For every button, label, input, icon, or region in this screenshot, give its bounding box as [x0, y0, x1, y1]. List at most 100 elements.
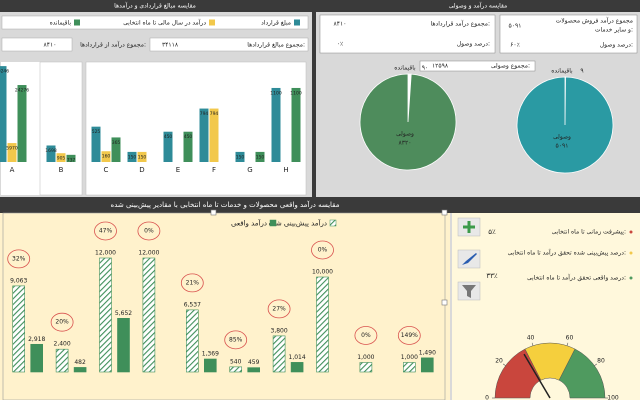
bar [272, 335, 286, 373]
value-label: 12,000 [95, 250, 116, 257]
value-label: 24276 [15, 88, 29, 94]
value-label: 1100 [290, 90, 302, 96]
handle [441, 209, 448, 216]
value-label: 1,000 [401, 354, 418, 361]
value-label: 150 [128, 154, 137, 160]
bar [255, 151, 265, 162]
bar [229, 366, 242, 373]
value-label: 450 [164, 134, 173, 140]
achievement-circle [311, 240, 334, 260]
pie-slice [359, 73, 457, 171]
achievement-label: 0% [318, 247, 328, 254]
value-label: 1,014 [289, 354, 306, 361]
info-label: و سایر خدمات: [595, 27, 633, 34]
x-tick-label: D [139, 166, 144, 174]
filter-icon [462, 285, 476, 298]
bar [46, 145, 56, 162]
achievement-label: 21% [186, 279, 200, 286]
pie-slice [516, 76, 614, 174]
info-label: مجموع درآمد فروش محصولات [556, 16, 633, 25]
total-label: مجموع درآمد از قراردادها: [80, 40, 146, 49]
gauge-band [558, 348, 606, 399]
info-label: مجموع درآمد قراردادها: [431, 19, 490, 28]
bar [291, 87, 301, 162]
bullet [629, 230, 633, 234]
value-label: 3,800 [271, 327, 288, 334]
side-value: ۵٪ [488, 228, 496, 236]
bar [12, 285, 25, 373]
chart-box [85, 61, 307, 196]
x-tick-label: A [10, 166, 15, 174]
legend-label: درآمد واقعی [231, 219, 267, 228]
info-label: درصد وصول: [600, 42, 633, 49]
bar [209, 108, 219, 162]
value-label: 482 [74, 359, 86, 366]
info-box [499, 14, 638, 54]
value-label: 2,400 [54, 341, 71, 348]
value-label: 905 [57, 156, 66, 162]
brush-icon [462, 253, 477, 265]
bar [271, 87, 281, 162]
bar [163, 131, 173, 162]
gauge-tick-label: 20 [495, 357, 503, 364]
plus-icon [463, 221, 475, 233]
value-label: 794 [200, 111, 209, 117]
value-label: 10,000 [312, 269, 333, 276]
info-value: ۶۰٪ [510, 42, 520, 49]
achievement-circle [180, 273, 204, 293]
value-label: 1,000 [357, 354, 374, 361]
handle [210, 209, 217, 216]
side-label: درصد واقعی تحقق درآمد تا ماه انتخابی: [527, 273, 626, 282]
top-title-bar [0, 0, 640, 12]
gauge-tick [566, 342, 569, 346]
x-tick-label: H [283, 166, 288, 174]
achievement-label: 47% [99, 228, 113, 235]
pie-value: ۹ [580, 68, 583, 75]
x-tick-label: F [212, 166, 216, 174]
value-label: 737 [67, 157, 76, 163]
value-label: 1,490 [419, 349, 436, 356]
info-value: ۱۲۵۹۸ [432, 63, 449, 70]
legend-label: درآمد پیش‌بینی شده [268, 219, 327, 228]
bar [91, 126, 101, 162]
achievement-label: 85% [229, 336, 243, 343]
gauge-tick [502, 363, 506, 366]
panel-title: مقایسه درآمد و وصولی [449, 1, 507, 10]
achievement-label: 0% [144, 228, 154, 235]
achievement-label: 149% [401, 332, 418, 339]
bar [402, 362, 416, 373]
selection-frame [2, 212, 446, 400]
gauge-tick-label: 0 [485, 395, 489, 400]
bar [420, 357, 434, 373]
value-label: 150 [256, 154, 265, 160]
achievement-label: 20% [55, 319, 69, 326]
divider [312, 0, 316, 197]
achievement-circle [50, 312, 74, 332]
total-value: ۸۴۱۰ [44, 42, 57, 49]
achievement-label: 32% [12, 255, 26, 262]
bottom-title-bar [0, 197, 640, 213]
value-label: 450 [184, 134, 193, 140]
gauge-tick-label: 80 [597, 357, 605, 364]
bar [73, 367, 87, 373]
info-label: مجموع وصولی: [491, 63, 530, 70]
value-label: 540 [230, 358, 242, 365]
legend-label: مبلغ قرارداد [261, 20, 291, 27]
bar [56, 153, 66, 162]
info-box [419, 60, 536, 72]
bullet [629, 276, 633, 280]
bar [66, 154, 76, 162]
handle [441, 299, 448, 306]
pie-label: باقیمانده [551, 68, 573, 75]
value-label: 1,369 [202, 350, 219, 357]
bar [142, 257, 156, 373]
info-value: ۵۰۹۱ [509, 23, 522, 30]
total-label: مجموع مبالغ قراردادها: [247, 42, 305, 49]
achievement-circle [7, 249, 31, 269]
bar [127, 151, 137, 162]
legend-swatch [269, 219, 277, 227]
bar [316, 276, 329, 373]
bar [290, 362, 304, 373]
